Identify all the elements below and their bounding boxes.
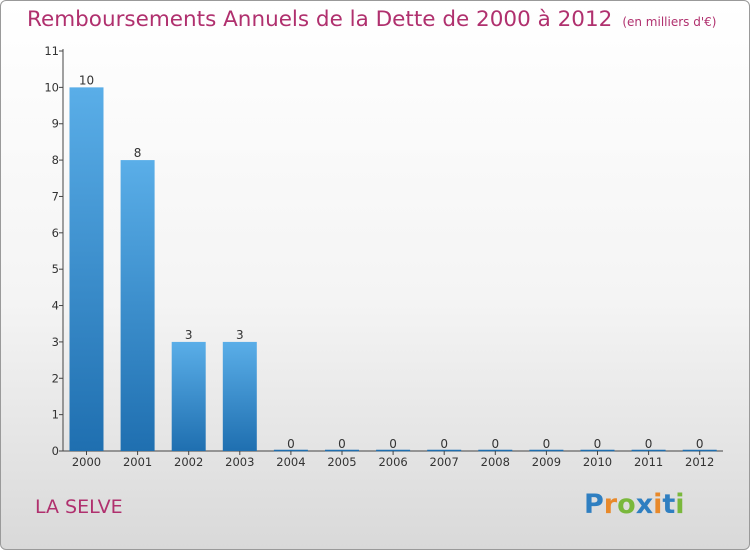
y-tick-label: 10 — [44, 80, 59, 94]
x-tick-label: 2003 — [225, 455, 254, 469]
x-tick-label: 2005 — [327, 455, 356, 469]
data-label: 0 — [440, 437, 448, 451]
data-label: 10 — [79, 73, 94, 87]
x-tick-label: 2004 — [276, 455, 305, 469]
bar — [222, 341, 257, 451]
proxiti-logo: Proxiti — [584, 489, 685, 520]
data-label: 0 — [491, 437, 499, 451]
bar — [69, 87, 104, 451]
data-label: 0 — [338, 437, 346, 451]
y-tick-label: 7 — [52, 189, 59, 203]
y-tick-label: 6 — [52, 226, 59, 240]
location-label: LA SELVE — [35, 496, 123, 518]
data-label: 0 — [389, 437, 397, 451]
y-tick-label: 8 — [52, 153, 59, 167]
x-tick-label: 2007 — [430, 455, 459, 469]
data-label: 0 — [696, 437, 704, 451]
x-tick-label: 2010 — [583, 455, 612, 469]
data-label: 0 — [645, 437, 653, 451]
data-label: 0 — [543, 437, 551, 451]
data-label: 0 — [594, 437, 602, 451]
x-tick-label: 2006 — [378, 455, 407, 469]
x-tick-label: 2000 — [72, 455, 101, 469]
y-tick-label: 0 — [52, 444, 59, 458]
chart-subtitle: (en milliers d'€) — [622, 15, 717, 29]
data-label: 0 — [287, 437, 295, 451]
x-tick-label: 2011 — [634, 455, 663, 469]
y-tick-label: 1 — [52, 408, 59, 422]
x-tick-label: 2001 — [123, 455, 152, 469]
bar — [120, 160, 155, 451]
data-label: 3 — [185, 328, 193, 342]
chart-title-text: Remboursements Annuels de la Dette de 20… — [27, 7, 613, 32]
data-label: 3 — [236, 328, 244, 342]
x-tick-label: 2012 — [685, 455, 714, 469]
y-tick-label: 11 — [44, 44, 59, 58]
y-tick-label: 2 — [52, 371, 59, 385]
chart-title: Remboursements Annuels de la Dette de 20… — [27, 7, 716, 32]
bar — [171, 341, 206, 451]
data-label: 8 — [134, 146, 142, 160]
y-tick-label: 9 — [52, 117, 59, 131]
x-tick-label: 2008 — [481, 455, 510, 469]
y-tick-label: 3 — [52, 335, 59, 349]
y-tick-label: 5 — [52, 262, 59, 276]
x-tick-label: 2009 — [532, 455, 561, 469]
x-tick-label: 2002 — [174, 455, 203, 469]
y-tick-label: 4 — [52, 299, 59, 313]
